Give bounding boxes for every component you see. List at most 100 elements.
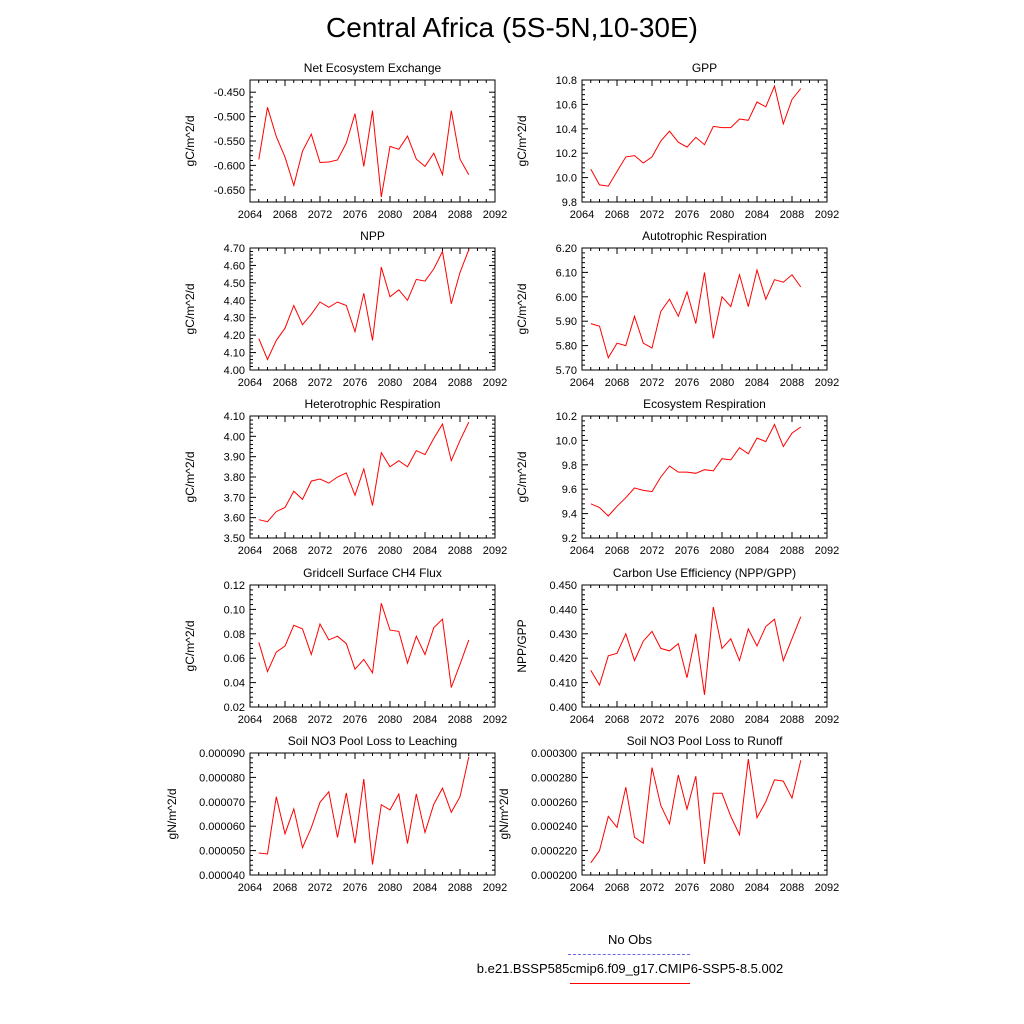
- x-tick-label: 2084: [413, 209, 437, 221]
- y-tick-label: 0.000200: [531, 870, 577, 882]
- x-tick-label: 2088: [448, 377, 472, 389]
- x-tick-label: 2080: [710, 545, 734, 557]
- y-tick-label: 9.6: [562, 484, 577, 496]
- x-tick-label: 2072: [308, 545, 332, 557]
- x-tick-label: 2084: [745, 545, 769, 557]
- y-tick-label: -0.650: [214, 185, 245, 197]
- series-line: [590, 423, 802, 517]
- chart-panel-4: Autotrophic Respiration gC/m^2/d 2064 2068 2…: [515, 229, 839, 389]
- y-tick-label: 0.450: [549, 580, 577, 592]
- y-tick-label: 5.70: [556, 365, 577, 377]
- y-tick-label: 0.430: [549, 629, 577, 641]
- y-tick-label: 4.50: [224, 278, 245, 290]
- x-tick-label: 2072: [640, 209, 664, 221]
- x-tick-label: 2068: [273, 545, 297, 557]
- x-tick-label: 2084: [745, 209, 769, 221]
- y-tick-label: 4.20: [224, 330, 245, 342]
- x-tick-label: 2092: [815, 209, 839, 221]
- legend-swatch-model: [570, 983, 690, 984]
- y-tick-label: 10.2: [556, 148, 577, 160]
- x-tick-label: 2080: [378, 882, 402, 894]
- plot-frame: [249, 415, 496, 539]
- y-axis-label: gC/m^2/d: [183, 621, 197, 672]
- x-tick-label: 2068: [273, 714, 297, 726]
- y-tick-label: 10.6: [556, 99, 577, 111]
- y-tick-label: 0.000220: [531, 846, 577, 858]
- y-tick-label: 4.70: [224, 243, 245, 255]
- y-axis-label: gC/m^2/d: [183, 452, 197, 503]
- x-tick-label: 2076: [675, 377, 699, 389]
- y-tick-label: -0.550: [214, 136, 245, 148]
- x-tick-label: 2084: [413, 882, 437, 894]
- x-tick-label: 2076: [343, 882, 367, 894]
- panel-title: Heterotrophic Respiration: [304, 397, 440, 411]
- x-tick-label: 2068: [605, 714, 629, 726]
- chart-panel-3: NPP gC/m^2/d 2064 2068 2072 2076 2080 2084 2088 2…: [183, 229, 507, 389]
- y-tick-label: 4.00: [224, 365, 245, 377]
- x-tick-label: 2076: [675, 209, 699, 221]
- y-tick-label: 3.70: [224, 492, 245, 504]
- chart-panel-10: Soil NO3 Pool Loss to Runoff gN/m^2/d 2064…: [497, 734, 839, 894]
- x-tick-label: 2068: [605, 882, 629, 894]
- y-tick-label: 0.000260: [531, 797, 577, 809]
- x-tick-label: 2080: [378, 714, 402, 726]
- chart-panel-9: Soil NO3 Pool Loss to Leaching gN/m^2/d 20…: [165, 734, 507, 894]
- panel-title: Gridcell Surface CH4 Flux: [303, 566, 442, 580]
- x-tick-label: 2084: [413, 545, 437, 557]
- y-tick-label: 0.000040: [199, 870, 245, 882]
- legend-swatch-no-obs: [568, 954, 690, 955]
- x-tick-label: 2068: [605, 545, 629, 557]
- x-tick-label: 2088: [780, 209, 804, 221]
- x-tick-label: 2084: [745, 714, 769, 726]
- x-tick-label: 2080: [710, 209, 734, 221]
- y-axis-label: gC/m^2/d: [183, 116, 197, 167]
- plot-frame: [249, 247, 496, 371]
- x-tick-label: 2064: [238, 882, 262, 894]
- y-tick-label: 10.0: [556, 173, 577, 185]
- x-tick-label: 2084: [413, 714, 437, 726]
- y-tick-label: 0.000050: [199, 846, 245, 858]
- legend-entry-no-obs: No Obs: [430, 932, 830, 947]
- y-tick-label: 9.8: [562, 197, 577, 209]
- x-tick-label: 2072: [640, 545, 664, 557]
- x-tick-label: 2076: [343, 377, 367, 389]
- y-tick-label: 0.08: [224, 629, 245, 641]
- x-tick-label: 2092: [483, 209, 507, 221]
- x-tick-label: 2064: [238, 714, 262, 726]
- series-line: [258, 107, 470, 198]
- plot-frame: [249, 584, 496, 708]
- plot-frame: [581, 79, 828, 203]
- x-tick-label: 2072: [308, 714, 332, 726]
- x-tick-label: 2088: [780, 882, 804, 894]
- x-tick-label: 2088: [448, 545, 472, 557]
- series-line: [258, 249, 470, 361]
- legend-entry-model: b.e21.BSSP585cmip6.f09_g17.CMIP6-SSP5-8.…: [430, 961, 830, 976]
- series-line: [590, 759, 802, 865]
- y-axis-label: gN/m^2/d: [497, 789, 511, 840]
- x-tick-label: 2084: [745, 377, 769, 389]
- y-tick-label: 9.8: [562, 460, 577, 472]
- x-tick-label: 2092: [483, 545, 507, 557]
- y-axis-label: gC/m^2/d: [183, 284, 197, 335]
- plot-frame: [581, 584, 828, 708]
- x-tick-label: 2076: [675, 714, 699, 726]
- y-tick-label: 0.12: [224, 580, 245, 592]
- y-tick-label: -0.450: [214, 87, 245, 99]
- panel-title: Soil NO3 Pool Loss to Leaching: [288, 734, 457, 748]
- x-tick-label: 2080: [710, 714, 734, 726]
- x-tick-label: 2084: [745, 882, 769, 894]
- y-tick-label: 0.02: [224, 702, 245, 714]
- y-tick-label: 9.4: [562, 509, 577, 521]
- y-tick-label: 10.2: [556, 411, 577, 423]
- y-tick-label: 4.10: [224, 348, 245, 360]
- y-axis-label: gN/m^2/d: [165, 789, 179, 840]
- x-tick-label: 2080: [710, 377, 734, 389]
- x-tick-label: 2064: [570, 714, 594, 726]
- x-tick-label: 2076: [343, 714, 367, 726]
- x-tick-label: 2076: [343, 209, 367, 221]
- x-tick-label: 2088: [448, 209, 472, 221]
- x-tick-label: 2068: [273, 377, 297, 389]
- x-tick-label: 2072: [308, 377, 332, 389]
- y-tick-label: 6.20: [556, 243, 577, 255]
